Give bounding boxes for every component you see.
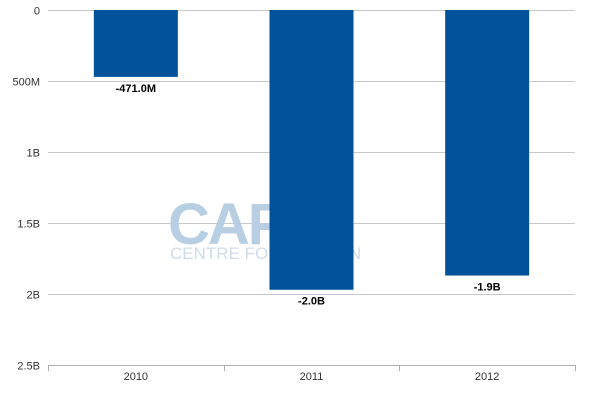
data-label-2010: -471.0M bbox=[116, 83, 156, 95]
data-label-2012: -1.9B bbox=[474, 282, 501, 294]
y-tick-label: 0 bbox=[34, 6, 40, 18]
bar-2012 bbox=[445, 10, 530, 276]
x-tick-label: 2012 bbox=[475, 371, 499, 383]
y-tick-label: 2.5B bbox=[17, 361, 40, 373]
bar-2010 bbox=[93, 10, 178, 77]
y-tick-label: 500M bbox=[12, 77, 40, 89]
x-axis: 2010 2011 2012 bbox=[48, 365, 576, 383]
x-tick-label: 2011 bbox=[300, 371, 324, 383]
x-tick-label: 2010 bbox=[124, 371, 148, 383]
data-label-2011: -2.0B bbox=[298, 296, 325, 308]
bar-2011 bbox=[269, 10, 354, 290]
y-axis-tick-labels: 0 500M 1B 1.5B 2B 2.5B bbox=[12, 6, 40, 373]
data-labels: -471.0M -2.0B -1.9B bbox=[116, 83, 501, 308]
bars bbox=[93, 10, 530, 290]
y-tick-label: 1B bbox=[27, 148, 40, 160]
y-tick-label: 1.5B bbox=[17, 219, 40, 231]
y-tick-label: 2B bbox=[27, 290, 40, 302]
